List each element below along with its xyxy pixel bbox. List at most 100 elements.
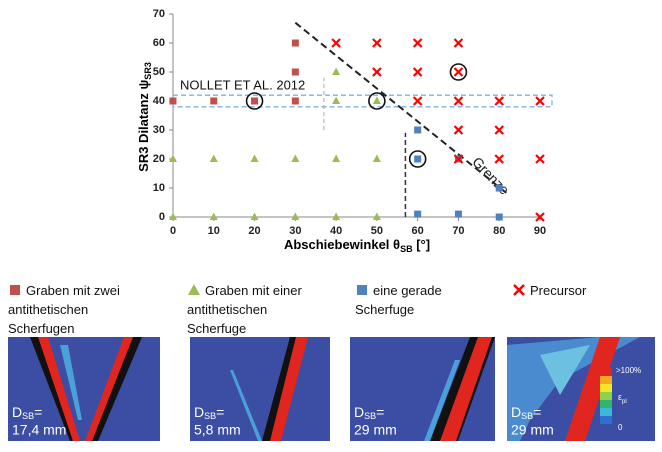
reference-band — [173, 95, 552, 107]
panel-sub: SB — [204, 411, 216, 421]
point — [373, 155, 381, 163]
legend-entry: Graben mit einer antithetischen Scherfug… — [187, 281, 302, 338]
x-tick-label: 10 — [208, 225, 220, 237]
panel-symbol: D — [12, 404, 22, 420]
point — [495, 97, 503, 105]
point — [292, 40, 299, 47]
point — [332, 39, 340, 47]
point — [414, 127, 421, 134]
legend-entry: Precursor — [512, 281, 586, 300]
point — [536, 155, 544, 163]
legend-label: Precursor — [530, 283, 586, 298]
panel-eq: = — [216, 404, 224, 420]
point — [496, 185, 503, 192]
x-tick-label: 50 — [371, 225, 383, 237]
panel-symbol: D — [511, 404, 521, 420]
x-tick-label: 60 — [412, 225, 424, 237]
panel-size: 29 mm — [354, 422, 397, 438]
y-tick-label: 30 — [153, 124, 165, 136]
page: SR3 Dilatanz ψSR3 Abschiebewinkel θSB [°… — [0, 0, 662, 452]
panel-eq: = — [34, 404, 42, 420]
panel-sub: SB — [22, 411, 34, 421]
x-tick-label: 70 — [452, 225, 464, 237]
point — [454, 97, 462, 105]
point — [292, 69, 299, 76]
point — [291, 213, 299, 221]
colorbar-top: >100% — [616, 366, 641, 375]
point — [169, 155, 177, 163]
point — [495, 155, 503, 163]
chart: SR3 Dilatanz ψSR3 Abschiebewinkel θSB [°… — [0, 0, 662, 452]
point — [373, 68, 381, 76]
point — [170, 98, 177, 105]
point — [332, 155, 340, 163]
panel-symbol: D — [194, 404, 204, 420]
point — [414, 39, 422, 47]
panel-symbol: D — [354, 404, 364, 420]
y-tick-label: 40 — [153, 95, 165, 107]
point — [251, 155, 259, 163]
y-tick-label: 10 — [153, 182, 165, 194]
point — [455, 211, 462, 218]
panel-eq: = — [376, 404, 384, 420]
y-tick-label: 60 — [153, 37, 165, 49]
point — [373, 213, 381, 221]
legend-marker — [187, 284, 201, 296]
point — [414, 156, 421, 163]
x-axis-label: Abschiebewinkel θSB [°] — [284, 237, 430, 254]
boundary-label: Grenze — [469, 154, 513, 198]
y-tick-label: 0 — [159, 211, 165, 223]
point — [251, 213, 259, 221]
x-label-sub: SB — [400, 244, 413, 254]
point — [496, 214, 503, 221]
y-tick-label: 20 — [153, 153, 165, 165]
panel-size: 17,4 mm — [12, 422, 66, 438]
point — [414, 68, 422, 76]
legend-marker — [8, 284, 22, 296]
point — [292, 98, 299, 105]
legend-marker — [512, 284, 526, 296]
point — [414, 211, 421, 218]
point — [332, 68, 340, 76]
x-tick-label: 40 — [330, 225, 342, 237]
x-tick-label: 90 — [534, 225, 546, 237]
x-tick-label: 30 — [289, 225, 301, 237]
panel-sub: SB — [521, 411, 533, 421]
colorbar-bottom: 0 — [618, 423, 623, 432]
x-tick-label: 80 — [493, 225, 505, 237]
point — [373, 39, 381, 47]
panel-sub: SB — [364, 411, 376, 421]
y-axis-label: SR3 Dilatanz ψSR3 — [136, 62, 153, 172]
legend-marker — [355, 284, 369, 296]
x-tick-label: 0 — [170, 225, 176, 237]
point — [332, 97, 340, 105]
point — [536, 97, 544, 105]
y-tick-label: 70 — [153, 8, 165, 20]
legend-entry: Graben mit zwei antithetischen Scherfuge… — [8, 281, 120, 338]
panel-size: 5,8 mm — [194, 422, 241, 438]
x-label-text: Abschiebewinkel θ — [284, 237, 400, 252]
x-label-suffix: [°] — [413, 237, 430, 252]
point — [454, 68, 462, 76]
point — [291, 155, 299, 163]
panel-size: 29 mm — [511, 422, 554, 438]
point — [454, 39, 462, 47]
x-tick-label: 20 — [248, 225, 260, 237]
point — [373, 97, 381, 105]
point — [169, 213, 177, 221]
point — [332, 213, 340, 221]
legend-label: Graben mit zwei antithetischen Scherfuge… — [8, 283, 120, 336]
y-tick-label: 50 — [153, 66, 165, 78]
y-label-text: SR3 Dilatanz ψ — [136, 80, 151, 172]
colorbar-mid-sub: pl — [622, 399, 627, 405]
point — [495, 126, 503, 134]
legend-label: Graben mit einer antithetischen Scherfug… — [187, 283, 302, 336]
panel-eq: = — [533, 404, 541, 420]
point — [414, 97, 422, 105]
legend-entry: eine gerade Scherfuge — [355, 281, 442, 319]
point — [251, 98, 258, 105]
reference-label: NOLLET ET AL. 2012 — [180, 77, 305, 92]
point — [454, 126, 462, 134]
point — [210, 155, 218, 163]
point — [210, 98, 217, 105]
